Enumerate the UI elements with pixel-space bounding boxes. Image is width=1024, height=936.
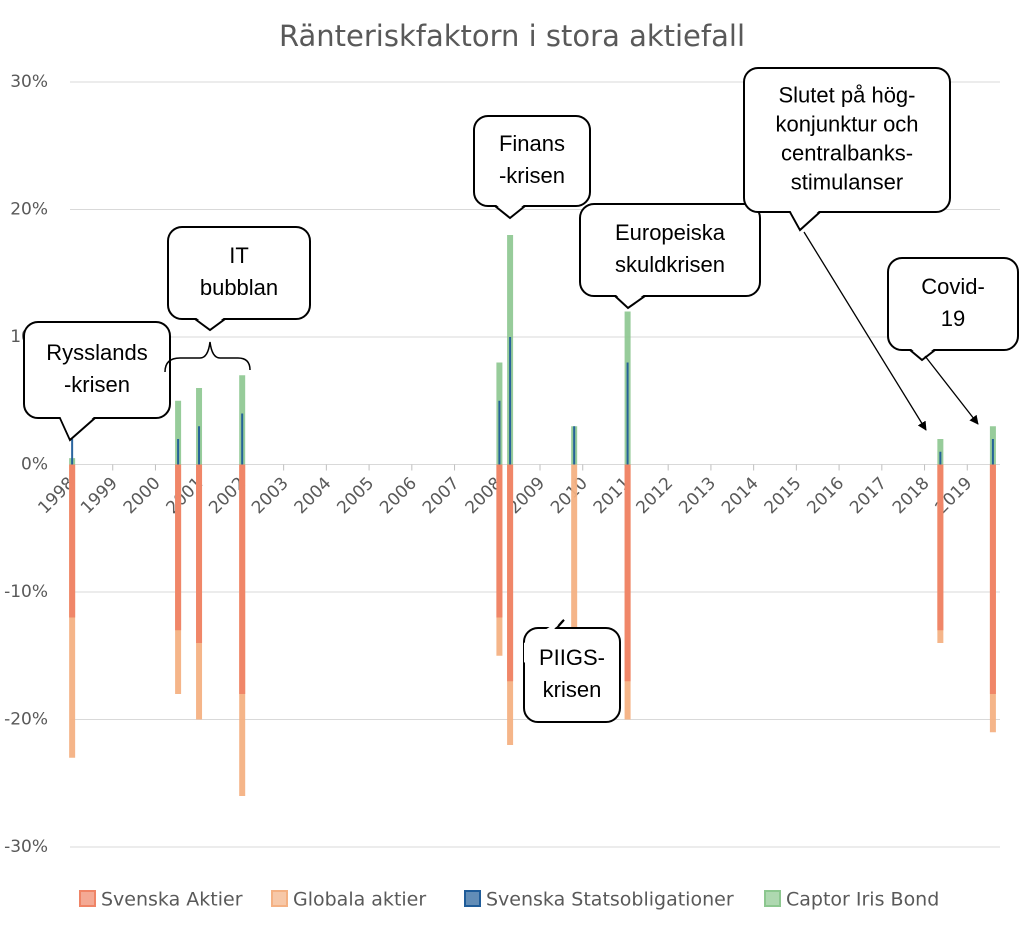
legend-label: Globala aktier xyxy=(293,889,426,911)
x-tick-label: 2006 xyxy=(376,473,421,518)
annotation: Europeiska xyxy=(615,220,726,245)
y-tick-label: 0% xyxy=(21,455,48,475)
bar xyxy=(196,464,203,643)
y-tick-label: -10% xyxy=(4,582,48,602)
annotation: -krisen xyxy=(499,163,565,188)
y-tick-label: -20% xyxy=(4,710,48,730)
callout: IT bubblan xyxy=(167,226,311,332)
chart-title: Ränteriskfaktorn i stora aktiefall xyxy=(279,19,745,53)
callout-tail-cover xyxy=(524,618,564,663)
callout: PIIGS-krisen xyxy=(523,618,621,723)
bar xyxy=(626,362,629,465)
bar xyxy=(573,426,576,465)
annotation: bubblan xyxy=(200,275,278,300)
annotation: centralbanks- xyxy=(781,140,913,165)
annotation: IT xyxy=(229,243,249,268)
bar xyxy=(507,464,514,682)
bar xyxy=(937,464,944,631)
callout-tail-cover xyxy=(495,204,525,216)
x-tick-label: 2017 xyxy=(846,473,891,518)
annotation: Finans xyxy=(499,131,565,156)
bar xyxy=(175,400,182,465)
bar xyxy=(509,337,512,465)
legend-swatch xyxy=(464,890,481,907)
bar xyxy=(571,464,578,631)
callout-box xyxy=(887,257,1019,351)
bar xyxy=(198,426,201,465)
x-tick-label: 2010 xyxy=(547,473,592,518)
annotation: 19 xyxy=(941,306,965,331)
legend-swatch xyxy=(764,890,781,907)
callout-box xyxy=(167,226,311,320)
annotation: Covid- xyxy=(921,274,985,299)
annotation: Slutet på hög- xyxy=(779,82,916,107)
callout-box xyxy=(743,67,951,213)
callout-tail-cover xyxy=(195,317,225,328)
x-tick-label: 2000 xyxy=(120,473,165,518)
x-tick-label: 1999 xyxy=(77,473,122,518)
bar xyxy=(71,439,74,465)
annotation: PIIGS- xyxy=(539,645,605,670)
x-tick-label: 2005 xyxy=(333,473,378,518)
callout: Europeiska skuldkrisen xyxy=(579,203,761,310)
callout-box xyxy=(473,115,591,207)
callout: Rysslands -krisen xyxy=(23,321,171,442)
callout-tail-cover xyxy=(60,416,95,438)
bar xyxy=(624,464,631,682)
annotation: stimulanser xyxy=(791,169,903,194)
callout-box xyxy=(579,203,761,297)
y-tick-label: -30% xyxy=(4,837,48,857)
callout: Covid- 19 xyxy=(887,257,1019,362)
bar xyxy=(175,464,182,631)
bar xyxy=(239,464,246,694)
legend-swatch xyxy=(79,890,96,907)
bar xyxy=(69,464,76,618)
arrow xyxy=(924,355,979,425)
bar xyxy=(939,451,942,465)
arrow xyxy=(803,231,927,431)
bar xyxy=(496,464,503,618)
annotation: Rysslands xyxy=(46,340,147,365)
x-tick-label: 2018 xyxy=(889,473,934,518)
callout: Slutet på hög-konjunktur och centralbanks… xyxy=(743,67,951,232)
y-tick-label: 30% xyxy=(10,72,48,92)
bar xyxy=(498,400,501,465)
callout-tail-cover xyxy=(910,348,935,358)
legend-label: Captor Iris Bond xyxy=(786,889,939,911)
x-tick-label: 2012 xyxy=(633,473,678,518)
x-tick-label: 2015 xyxy=(761,473,806,518)
legend-swatch xyxy=(271,890,288,907)
annotation: skuldkrisen xyxy=(615,252,725,277)
x-tick-label: 2003 xyxy=(248,473,293,518)
bar xyxy=(241,413,244,465)
annotation: konjunktur och xyxy=(775,111,918,136)
brace xyxy=(164,341,251,373)
y-tick-label: 20% xyxy=(10,200,48,220)
annotation: krisen xyxy=(543,677,602,702)
callout-box xyxy=(23,321,171,419)
bar xyxy=(991,439,994,465)
callout-box xyxy=(523,627,621,723)
bar xyxy=(989,464,996,694)
legend-label: Svenska Statsobligationer xyxy=(486,889,734,911)
x-tick-label: 2004 xyxy=(291,473,336,518)
callout: Finans -krisen xyxy=(473,115,591,220)
legend-label: Svenska Aktier xyxy=(101,889,243,911)
annotation: -krisen xyxy=(64,372,130,397)
callout-tail-cover xyxy=(790,210,820,228)
callout-tail-cover xyxy=(615,294,645,306)
x-tick-label: 2014 xyxy=(718,473,763,518)
x-tick-label: 2007 xyxy=(419,473,464,518)
x-tick-label: 2016 xyxy=(803,473,848,518)
x-tick-label: 2013 xyxy=(675,473,720,518)
bar xyxy=(177,439,180,465)
